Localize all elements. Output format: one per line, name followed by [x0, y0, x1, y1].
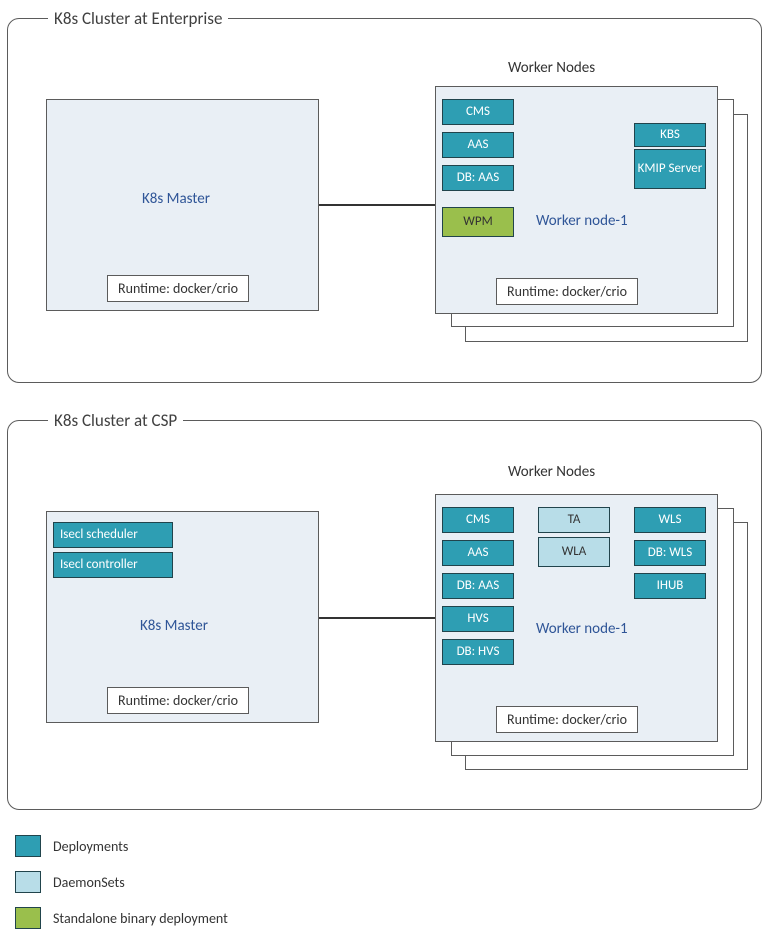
- comp-isecl-controller: Isecl controller: [53, 552, 173, 578]
- comp-aas-2: AAS: [442, 540, 514, 566]
- legend-label-daemonsets: DaemonSets: [53, 874, 125, 891]
- csp-master-runtime: Runtime: docker/crio: [107, 687, 249, 714]
- legend-row-deployments: Deployments: [15, 835, 228, 857]
- comp-db-aas-2: DB: AAS: [442, 573, 514, 599]
- comp-db-hvs: DB: HVS: [442, 639, 514, 665]
- legend: Deployments DaemonSets Standalone binary…: [15, 835, 228, 943]
- csp-master: Isecl scheduler Isecl controller K8s Mas…: [46, 511, 319, 723]
- comp-ta: TA: [538, 507, 610, 533]
- csp-worker-node-label: Worker node-1: [536, 620, 628, 638]
- comp-aas: AAS: [442, 132, 514, 158]
- csp-worker-front: Worker node-1 CMS AAS DB: AAS HVS DB: HV…: [435, 494, 718, 742]
- comp-db-aas: DB: AAS: [442, 165, 514, 191]
- enterprise-connector: [319, 204, 437, 206]
- comp-kbs: KBS: [634, 123, 706, 147]
- csp-worker-nodes-label: Worker Nodes: [508, 463, 595, 481]
- cluster-csp: K8s Cluster at CSP Isecl scheduler Isecl…: [7, 420, 762, 810]
- csp-worker-runtime: Runtime: docker/crio: [496, 706, 638, 733]
- enterprise-worker-nodes-label: Worker Nodes: [508, 59, 595, 77]
- comp-cms: CMS: [442, 99, 514, 125]
- enterprise-worker-runtime: Runtime: docker/crio: [496, 278, 638, 305]
- enterprise-master: K8s Master Runtime: docker/crio: [46, 99, 319, 311]
- enterprise-master-runtime: Runtime: docker/crio: [107, 275, 249, 302]
- comp-isecl-scheduler: Isecl scheduler: [53, 522, 173, 548]
- enterprise-master-label: K8s Master: [142, 190, 210, 208]
- legend-row-standalone: Standalone binary deployment: [15, 907, 228, 929]
- legend-swatch-deployments: [15, 835, 41, 857]
- cluster-csp-title: K8s Cluster at CSP: [48, 410, 183, 431]
- csp-master-label: K8s Master: [140, 617, 208, 635]
- legend-label-deployments: Deployments: [53, 838, 128, 855]
- comp-kmip: KMIP Server: [634, 149, 706, 189]
- comp-db-wls: DB: WLS: [634, 540, 706, 566]
- cluster-enterprise-title: K8s Cluster at Enterprise: [48, 8, 228, 29]
- legend-swatch-standalone: [15, 907, 41, 929]
- comp-wla: WLA: [538, 537, 610, 567]
- enterprise-worker-front: Worker node-1 CMS AAS DB: AAS WPM KBS KM…: [435, 86, 718, 314]
- legend-label-standalone: Standalone binary deployment: [53, 910, 228, 927]
- comp-cms-2: CMS: [442, 507, 514, 533]
- enterprise-worker-node-label: Worker node-1: [536, 212, 628, 230]
- legend-row-daemonsets: DaemonSets: [15, 871, 228, 893]
- csp-connector: [319, 617, 437, 619]
- comp-wls: WLS: [634, 507, 706, 533]
- comp-ihub: IHUB: [634, 573, 706, 599]
- comp-hvs: HVS: [442, 606, 514, 632]
- legend-swatch-daemonsets: [15, 871, 41, 893]
- comp-wpm: WPM: [442, 207, 514, 237]
- cluster-enterprise: K8s Cluster at Enterprise K8s Master Run…: [7, 18, 762, 383]
